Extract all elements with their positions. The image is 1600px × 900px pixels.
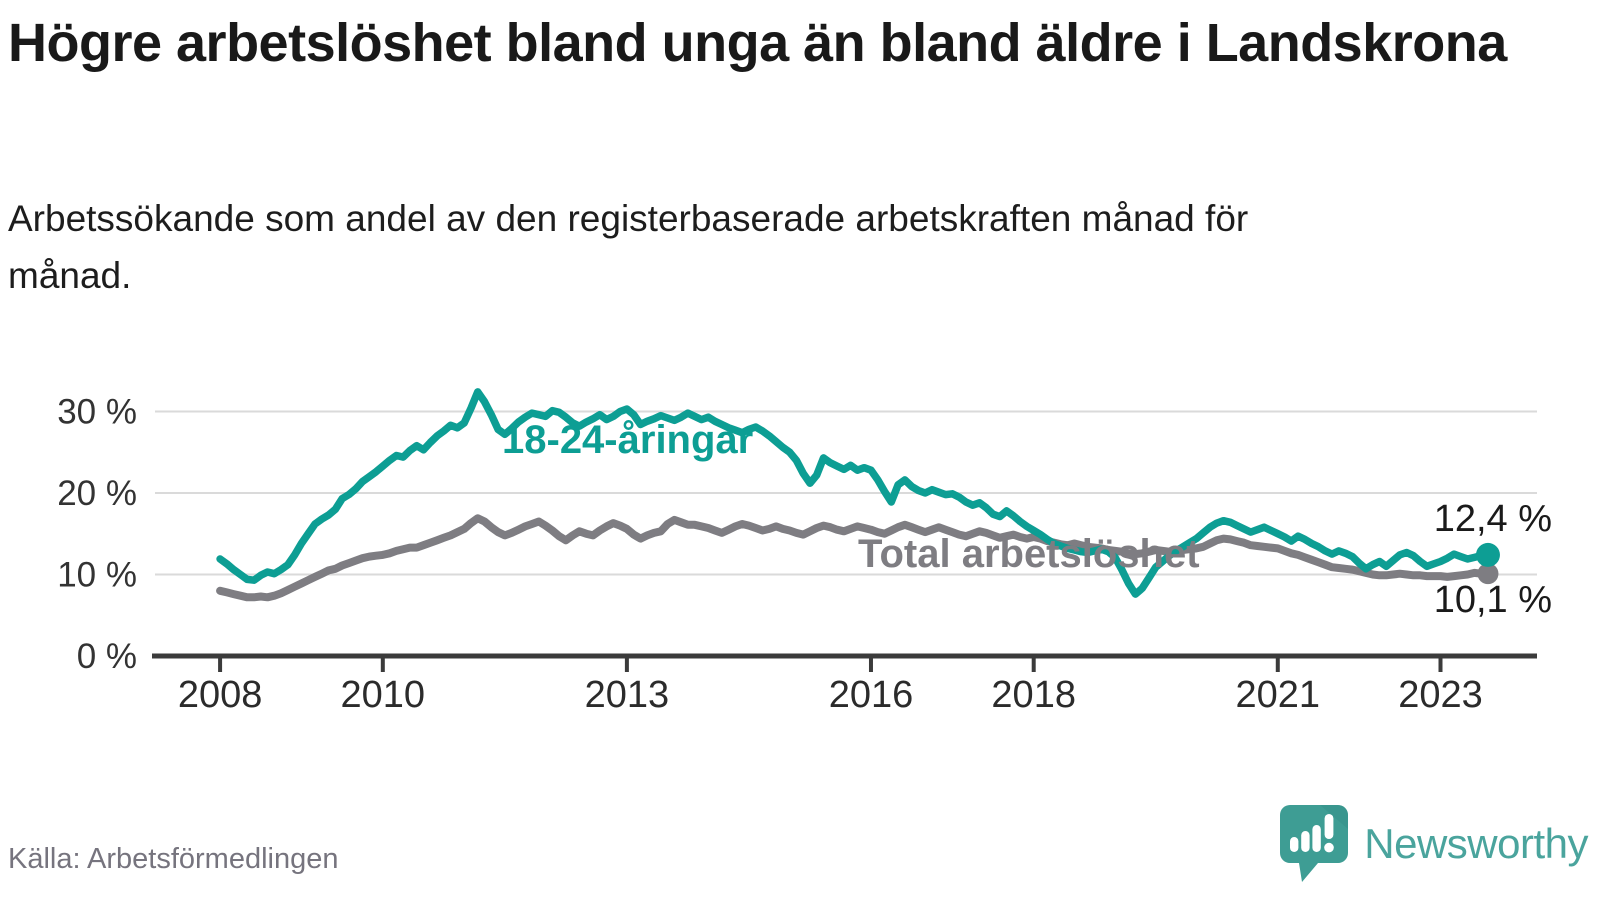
series-line-youth [216,388,1492,598]
x-axis-label: 2010 [341,674,426,716]
newsworthy-wordmark: Newsworthy [1364,820,1588,867]
y-axis-label: 10 % [57,555,137,594]
y-axis-label: 30 % [57,392,137,431]
x-axis-label: 2013 [585,674,670,716]
series-end-dots [1475,542,1500,585]
page-title: Högre arbetslöshet bland unga än bland ä… [8,13,1507,73]
x-axis-label: 2018 [991,674,1076,716]
y-axis-label: 0 % [77,637,137,676]
x-axis-label: 2021 [1236,674,1321,716]
grid-lines [155,410,1537,576]
x-axis-label: 2023 [1398,674,1483,716]
x-axis-ticks [218,658,1443,672]
newsworthy-logo: Newsworthy [1280,804,1588,884]
end-value-label-youth: 12,4 % [1434,498,1552,540]
x-axis-labels: 2008 2010 2013 2016 2018 2021 2023 [178,674,1483,716]
series-line-total [216,514,1492,602]
x-axis-label: 2016 [829,674,914,716]
y-axis-label: 20 % [57,474,137,513]
series-label-youth: 18-24-åringar [502,418,753,462]
x-axis-label: 2008 [178,674,263,716]
series-lines [216,388,1492,602]
y-axis-labels: 0 % 10 % 20 % 30 % [57,392,137,676]
newsworthy-speech-bubble-bar-chart-icon [1280,805,1349,882]
chart-subtitle: Arbetssökande som andel av den registerb… [8,198,1249,297]
series-label-total: Total arbetslöshet [858,532,1200,576]
end-dot-total [1477,563,1499,585]
end-value-label-total: 10,1 % [1434,579,1552,621]
end-dot-youth [1475,542,1500,567]
source-attribution: Källa: Arbetsförmedlingen [8,843,339,875]
